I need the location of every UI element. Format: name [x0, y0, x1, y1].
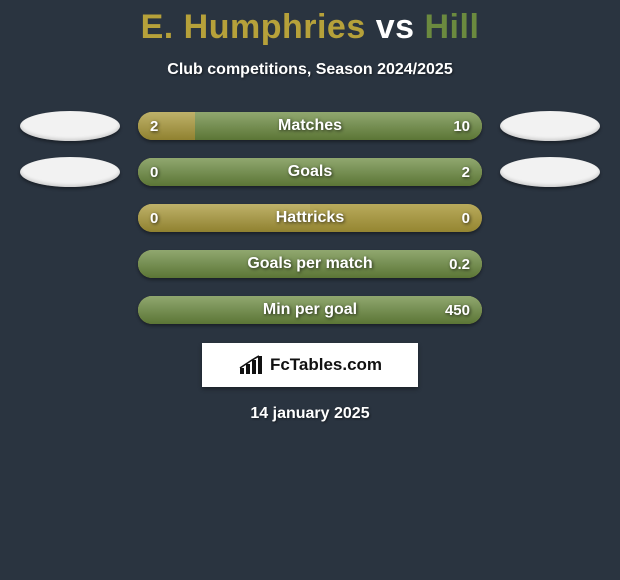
stat-row: 450Min per goal — [0, 295, 620, 325]
bar-fill-left — [138, 204, 310, 232]
source-logo: FcTables.com — [238, 354, 382, 376]
subtitle: Club competitions, Season 2024/2025 — [0, 61, 620, 79]
bar-fill-left — [138, 112, 195, 140]
page-title: E. Humphries vs Hill — [0, 8, 620, 47]
stat-bar: 450Min per goal — [138, 296, 482, 324]
stat-value-right: 10 — [453, 112, 470, 140]
stat-value-left: 0 — [150, 158, 158, 186]
title-vs: vs — [376, 8, 415, 46]
bars-icon — [238, 354, 264, 376]
source-logo-text: FcTables.com — [270, 355, 382, 375]
player2-badge — [500, 157, 600, 187]
stat-value-right: 0 — [462, 204, 470, 232]
stat-rows: 210Matches02Goals00Hattricks0.2Goals per… — [0, 111, 620, 325]
stat-value-right: 450 — [445, 296, 470, 324]
bar-fill-right — [195, 112, 482, 140]
stat-row: 00Hattricks — [0, 203, 620, 233]
comparison-panel: E. Humphries vs Hill Club competitions, … — [0, 0, 620, 423]
stat-row: 0.2Goals per match — [0, 249, 620, 279]
stat-bar: 210Matches — [138, 112, 482, 140]
stat-value-left: 2 — [150, 112, 158, 140]
bar-fill-right — [138, 296, 482, 324]
stat-bar: 02Goals — [138, 158, 482, 186]
title-player2: Hill — [425, 8, 480, 46]
stat-value-left: 0 — [150, 204, 158, 232]
stat-value-right: 0.2 — [449, 250, 470, 278]
stat-bar: 0.2Goals per match — [138, 250, 482, 278]
date-label: 14 january 2025 — [0, 405, 620, 423]
stat-row: 02Goals — [0, 157, 620, 187]
player1-badge — [20, 157, 120, 187]
player2-badge — [500, 111, 600, 141]
stat-value-right: 2 — [462, 158, 470, 186]
source-logo-box: FcTables.com — [202, 343, 418, 387]
bar-fill-right — [138, 250, 482, 278]
stat-row: 210Matches — [0, 111, 620, 141]
title-player1: E. Humphries — [141, 8, 366, 46]
player1-badge — [20, 111, 120, 141]
stat-bar: 00Hattricks — [138, 204, 482, 232]
bar-fill-right — [138, 158, 482, 186]
